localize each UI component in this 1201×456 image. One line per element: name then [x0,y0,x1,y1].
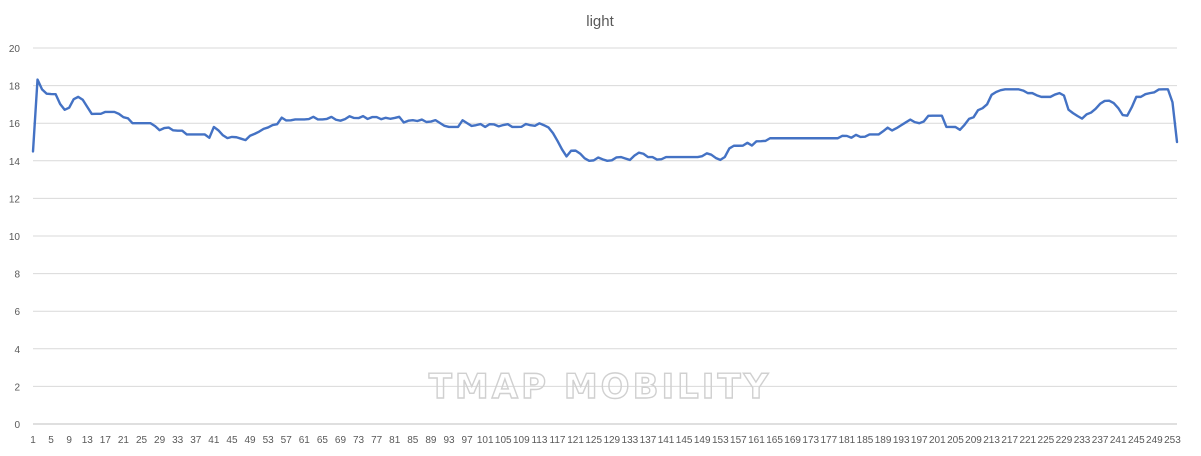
x-tick-label: 129 [603,435,620,446]
x-tick-label: 217 [1001,435,1018,446]
x-tick-label: 213 [983,435,1000,446]
x-axis-tick-labels: 1 5 9 13 17 21 25 29 33 37 41 45 49 53 57 61 65 69 73 77 81 8… [30,435,1181,446]
x-tick-label: 89 [425,435,437,446]
x-tick-label: 225 [1038,435,1055,446]
x-tick-label: 9 [66,435,72,446]
x-tick-label: 121 [567,435,584,446]
x-tick-label: 253 [1164,435,1181,446]
y-tick-label: 10 [9,232,21,243]
x-tick-label: 93 [443,435,455,446]
x-tick-label: 185 [857,435,874,446]
x-tick-label: 153 [712,435,729,446]
x-tick-label: 57 [281,435,293,446]
x-tick-label: 249 [1146,435,1163,446]
x-tick-label: 137 [640,435,657,446]
x-tick-label: 17 [100,435,112,446]
x-tick-label: 201 [929,435,946,446]
x-tick-label: 193 [893,435,910,446]
x-tick-label: 157 [730,435,747,446]
x-tick-label: 101 [477,435,494,446]
x-tick-label: 133 [622,435,639,446]
y-tick-label: 14 [9,157,21,168]
x-tick-label: 169 [784,435,801,446]
x-tick-label: 1 [30,435,36,446]
y-tick-label: 16 [9,119,21,130]
x-tick-label: 161 [748,435,765,446]
y-tick-label: 18 [9,82,21,93]
x-tick-label: 189 [875,435,892,446]
watermark-logo: TMAP MOBILITY [429,367,772,407]
y-axis-tick-labels: 0 2 4 6 8 10 12 14 16 18 20 [9,44,21,431]
x-tick-label: 221 [1019,435,1036,446]
x-tick-label: 53 [263,435,275,446]
x-tick-label: 149 [694,435,711,446]
x-tick-label: 125 [585,435,602,446]
x-tick-label: 177 [820,435,837,446]
x-tick-label: 81 [389,435,401,446]
x-tick-label: 49 [244,435,256,446]
y-tick-label: 0 [14,420,20,431]
x-tick-label: 61 [299,435,311,446]
x-tick-label: 21 [118,435,130,446]
x-tick-label: 69 [335,435,347,446]
x-tick-label: 165 [766,435,783,446]
y-tick-label: 4 [14,345,20,356]
x-tick-label: 97 [462,435,474,446]
y-tick-label: 8 [14,270,20,281]
gridlines [33,47,1177,425]
x-tick-label: 45 [226,435,238,446]
x-tick-label: 245 [1128,435,1145,446]
chart-title: light [586,13,614,30]
x-tick-label: 29 [154,435,166,446]
x-tick-label: 173 [802,435,819,446]
x-tick-label: 77 [371,435,383,446]
series-layer [31,78,1179,162]
x-tick-label: 205 [947,435,964,446]
y-tick-label: 20 [9,44,21,55]
y-tick-label: 12 [9,194,21,205]
x-tick-label: 33 [172,435,184,446]
x-tick-label: 73 [353,435,365,446]
x-tick-label: 13 [82,435,94,446]
series-line-1 [31,78,1179,162]
x-tick-label: 37 [190,435,202,446]
x-tick-label: 65 [317,435,329,446]
x-tick-label: 85 [407,435,419,446]
y-tick-label: 2 [14,382,20,393]
x-tick-label: 105 [495,435,512,446]
x-tick-label: 145 [676,435,693,446]
x-tick-label: 117 [550,435,566,446]
x-tick-label: 209 [965,435,982,446]
x-tick-label: 113 [531,435,547,446]
x-tick-label: 229 [1056,435,1073,446]
x-tick-label: 181 [839,435,856,446]
x-tick-label: 233 [1074,435,1091,446]
x-tick-label: 5 [48,435,54,446]
x-tick-label: 109 [513,435,530,446]
x-tick-label: 141 [658,435,675,446]
x-tick-label: 41 [208,435,220,446]
x-tick-label: 197 [911,435,928,446]
x-tick-label: 25 [136,435,148,446]
y-tick-label: 6 [14,307,20,318]
x-tick-label: 241 [1110,435,1127,446]
x-tick-label: 237 [1092,435,1109,446]
